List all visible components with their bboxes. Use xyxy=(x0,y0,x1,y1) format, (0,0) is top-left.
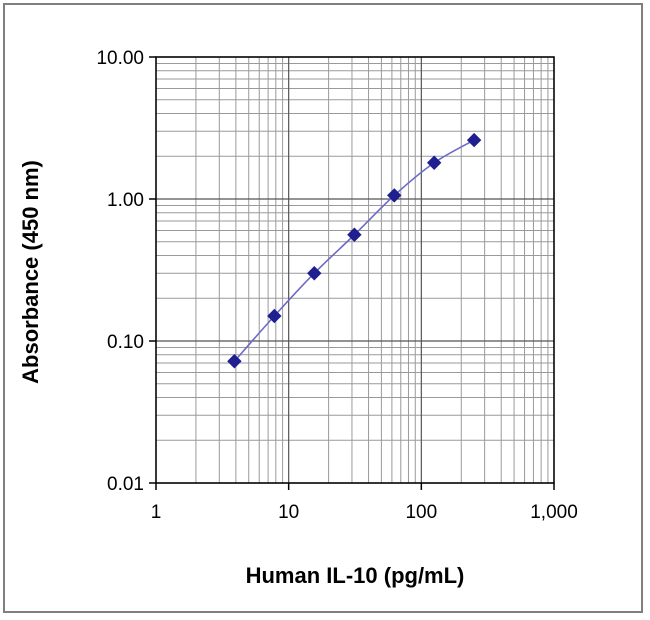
y-axis-tick-labels: 0.01 0.10 1.00 10.00 xyxy=(96,48,144,495)
x-axis-title: Human IL-10 (pg/mL) xyxy=(246,563,465,588)
data-point xyxy=(347,227,362,242)
y-axis-title: Absorbance (450 nm) xyxy=(18,160,43,384)
y-tick-label: 1.00 xyxy=(107,190,144,211)
x-axis-tick-labels: 1 10 100 1,000 xyxy=(151,502,578,523)
data-point xyxy=(387,188,402,203)
y-tick-label: 0.10 xyxy=(107,332,144,353)
x-tick-label: 100 xyxy=(405,502,437,523)
data-point xyxy=(466,132,482,148)
y-axis-ticks xyxy=(149,56,156,484)
y-tick-label: 10.00 xyxy=(96,48,144,69)
grid-minor xyxy=(156,57,554,483)
data-point xyxy=(267,308,282,324)
series-line xyxy=(233,139,475,362)
data-point xyxy=(307,266,322,281)
x-tick-label: 1 xyxy=(151,502,162,523)
data-point xyxy=(227,354,242,369)
series-points xyxy=(227,132,482,369)
x-tick-label: 1,000 xyxy=(530,502,578,523)
chart-frame xyxy=(3,3,643,613)
y-tick-label: 0.01 xyxy=(107,474,144,495)
data-point xyxy=(426,155,442,170)
x-axis-ticks xyxy=(155,483,555,490)
x-tick-label: 10 xyxy=(278,502,299,523)
grid-major xyxy=(155,56,555,484)
plot-area xyxy=(155,56,555,484)
